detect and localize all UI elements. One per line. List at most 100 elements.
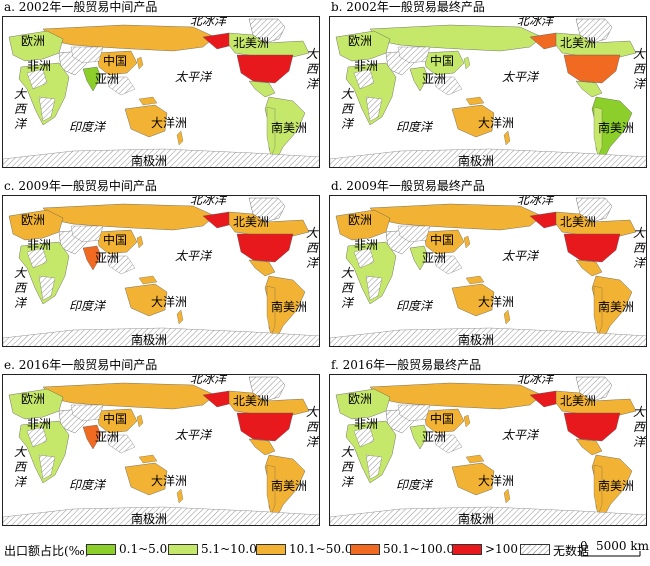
region-europe — [335, 30, 391, 62]
panel-title: f. 2016年一般贸易最终产品 — [331, 358, 482, 372]
region-canada — [228, 32, 310, 58]
region-newguinea — [138, 275, 158, 285]
map-label-south-america: 南美洲 — [598, 121, 635, 135]
legend-swatch-nodata — [520, 544, 550, 555]
region-usa — [563, 54, 621, 84]
map-label-asia: 亚洲 — [95, 72, 120, 86]
map-label-china: 中国 — [430, 412, 455, 426]
legend-swatch-3 — [350, 544, 380, 555]
region-africa-south — [38, 454, 56, 480]
map-label-china: 中国 — [430, 54, 455, 68]
map-label-europe: 欧洲 — [348, 213, 373, 227]
region-europe — [335, 209, 391, 241]
region-africa-nodata — [353, 247, 375, 269]
map-label-antarctica: 南极洲 — [131, 333, 168, 347]
map-label-china: 中国 — [103, 412, 128, 426]
map-label-oceania: 大洋洲 — [478, 474, 515, 488]
map-label-south-america: 南美洲 — [598, 300, 635, 314]
map-label-arctic: 北冰洋 — [517, 374, 554, 386]
legend-swatch-1 — [168, 544, 198, 555]
region-antarctica — [330, 327, 646, 346]
map-label-north-america: 北美洲 — [233, 36, 270, 50]
map-label-china: 中国 — [103, 233, 128, 247]
region-africa-nodata — [26, 426, 48, 448]
region-canada — [228, 211, 310, 237]
region-japan — [463, 56, 471, 70]
panel-title: d. 2009年一般贸易最终产品 — [331, 179, 485, 193]
map-label-europe: 欧洲 — [348, 34, 373, 48]
map-label-south-america: 南美洲 — [271, 300, 308, 314]
legend-swatch-0 — [86, 544, 116, 555]
map-label-pacific: 太平洋 — [502, 249, 539, 263]
region-canada — [555, 390, 637, 416]
scale-bar — [580, 551, 641, 557]
map-panel-e: e. 2016年一般贸易中间产品 北冰洋 欧洲 北美洲 非洲 中国 亚洲 太平洋 印度洋 大洋洲… — [2, 358, 320, 526]
region-nz — [503, 309, 511, 325]
region-newguinea — [465, 96, 485, 106]
legend-label-3: 50.1~100.0 — [383, 542, 455, 556]
panel-title: e. 2016年一般贸易中间产品 — [4, 358, 158, 372]
region-mexico — [575, 438, 603, 456]
region-africa-nodata — [353, 426, 375, 448]
region-usa — [236, 233, 294, 263]
map-label-pacific: 太平洋 — [175, 70, 212, 84]
legend-label-5: 无数据 — [553, 544, 590, 558]
map-label-antarctica: 南极洲 — [458, 333, 495, 347]
map-label-antarctica: 南极洲 — [131, 512, 168, 526]
region-africa-south — [38, 96, 56, 122]
region-africa-south — [38, 275, 56, 301]
map-label-atlantic-left: 大西洋 — [13, 87, 26, 131]
panel-title: c. 2009年一般贸易中间产品 — [4, 179, 157, 193]
map-label-atlantic-right: 大西洋 — [305, 226, 318, 270]
map-label-antarctica: 南极洲 — [458, 154, 495, 168]
map-label-pacific: 太平洋 — [175, 249, 212, 263]
region-antarctica — [3, 148, 319, 167]
region-mexico — [248, 259, 276, 277]
region-africa-south — [365, 454, 383, 480]
region-china — [423, 229, 465, 255]
region-china — [96, 50, 138, 76]
world-map: 北冰洋 欧洲 北美洲 非洲 中国 亚洲 太平洋 印度洋 大洋洲 南美洲 南极洲 大西洋 大西洋 — [329, 195, 647, 347]
map-label-atlantic-right: 大西洋 — [632, 47, 645, 91]
region-nz — [176, 488, 184, 504]
map-label-asia: 亚洲 — [95, 251, 120, 265]
region-usa — [563, 233, 621, 263]
map-label-europe: 欧洲 — [21, 34, 46, 48]
map-label-south-america: 南美洲 — [271, 121, 308, 135]
region-sa-west — [266, 106, 276, 158]
region-japan — [136, 235, 144, 249]
region-russia — [369, 382, 543, 410]
map-label-north-america: 北美洲 — [560, 394, 597, 408]
region-africa-south — [365, 96, 383, 122]
map-label-china: 中国 — [103, 54, 128, 68]
legend-title: 出口额占比(‰) — [4, 544, 90, 558]
region-africa-nodata — [353, 68, 375, 90]
map-label-north-america: 北美洲 — [560, 36, 597, 50]
map-label-arctic: 北冰洋 — [190, 374, 227, 386]
map-label-atlantic-right: 大西洋 — [305, 405, 318, 449]
map-label-atlantic-right: 大西洋 — [305, 47, 318, 91]
region-japan — [136, 56, 144, 70]
region-australia — [124, 462, 168, 496]
legend-swatch-2 — [256, 544, 286, 555]
map-label-africa: 非洲 — [27, 59, 52, 73]
region-antarctica — [3, 506, 319, 525]
map-label-europe: 欧洲 — [21, 392, 46, 406]
region-nz — [503, 488, 511, 504]
region-antarctica — [330, 148, 646, 167]
world-map: 北冰洋 欧洲 北美洲 非洲 中国 亚洲 太平洋 印度洋 大洋洲 南美洲 南极洲 大西洋 大西洋 — [2, 374, 320, 526]
map-label-north-america: 北美洲 — [560, 215, 597, 229]
region-nz — [176, 309, 184, 325]
map-label-indian: 印度洋 — [396, 299, 433, 313]
region-japan — [136, 414, 144, 428]
region-asia-nodata — [397, 46, 431, 64]
region-australia — [124, 283, 168, 317]
region-russia — [42, 203, 216, 231]
map-label-africa: 非洲 — [354, 417, 379, 431]
map-label-atlantic-left: 大西洋 — [340, 266, 353, 310]
region-europe — [8, 209, 64, 241]
region-mexico — [248, 438, 276, 456]
map-label-arctic: 北冰洋 — [517, 195, 554, 207]
scale-label: 5000 km — [596, 539, 650, 553]
map-label-south-america: 南美洲 — [271, 479, 308, 493]
